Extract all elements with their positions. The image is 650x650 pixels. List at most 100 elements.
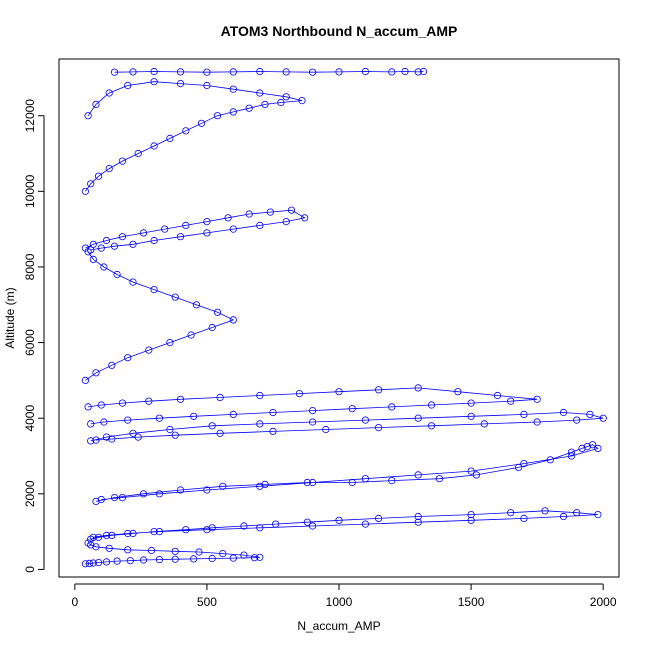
- data-point: [150, 527, 158, 536]
- series-line: [95, 444, 599, 502]
- data-point: [166, 338, 174, 347]
- data-point: [266, 208, 274, 216]
- data-point: [105, 165, 113, 173]
- data-point: [303, 478, 311, 487]
- data-point: [118, 493, 127, 502]
- data-point: [361, 416, 369, 424]
- data-point: [87, 246, 95, 254]
- data-point: [472, 471, 480, 479]
- data-point: [84, 112, 92, 120]
- data-point: [427, 422, 436, 430]
- data-point: [87, 437, 95, 445]
- data-point: [192, 301, 200, 309]
- data-point: [105, 89, 113, 97]
- series: [92, 441, 602, 505]
- data-point: [124, 354, 132, 362]
- data-point: [256, 482, 264, 490]
- data-point: [208, 524, 216, 532]
- data-point: [414, 414, 422, 422]
- data-point: [139, 556, 148, 564]
- data-point: [102, 433, 111, 441]
- series: [81, 539, 264, 568]
- x-tick-label: 500: [197, 595, 217, 609]
- data-point: [282, 68, 290, 76]
- data-point: [150, 236, 158, 245]
- data-point: [414, 384, 422, 392]
- chart-title: ATOM3 Northbound N_accum_AMP: [221, 23, 458, 39]
- data-point: [89, 533, 97, 541]
- x-tick-label: 0: [72, 595, 79, 609]
- data-point: [150, 142, 158, 150]
- data-point: [92, 543, 100, 551]
- data-point: [435, 475, 443, 483]
- data-point: [118, 399, 127, 407]
- series-line: [85, 251, 235, 381]
- data-point: [240, 522, 248, 530]
- data-point: [388, 68, 396, 76]
- data-point: [171, 293, 179, 301]
- y-tick-label: 2000: [23, 480, 37, 507]
- data-point: [113, 270, 121, 279]
- data-point: [176, 395, 185, 403]
- data-point: [92, 100, 100, 109]
- x-axis: 0 500 1000 1500 2000: [72, 583, 617, 609]
- data-point: [583, 442, 591, 451]
- y-tick-label: 4000: [23, 405, 37, 432]
- data-point: [108, 361, 116, 369]
- data-point: [216, 429, 224, 437]
- data-point: [588, 441, 597, 449]
- y-tick-label: 8000: [23, 253, 37, 280]
- data-point: [594, 444, 602, 452]
- data-point: [155, 555, 163, 564]
- series: [81, 248, 237, 384]
- data-point: [533, 418, 541, 426]
- series-line: [85, 209, 306, 251]
- data-point: [229, 316, 237, 324]
- data-point: [298, 97, 306, 105]
- data-point: [176, 233, 185, 241]
- series-line: [90, 412, 604, 442]
- data-point: [361, 520, 369, 528]
- data-point: [203, 68, 211, 76]
- data-point: [203, 229, 211, 237]
- data-point: [150, 67, 158, 76]
- data-point: [256, 67, 264, 76]
- data-point: [166, 425, 174, 434]
- data-point: [145, 346, 153, 354]
- data-point: [303, 518, 311, 526]
- data-point: [586, 410, 594, 418]
- data-point: [559, 408, 568, 417]
- data-point: [171, 431, 179, 439]
- data-point: [110, 68, 119, 76]
- data-point: [139, 229, 148, 237]
- data-point: [229, 410, 237, 418]
- data-point: [203, 81, 211, 90]
- data-point: [541, 507, 549, 515]
- data-point: [245, 210, 253, 218]
- data-point: [282, 93, 290, 101]
- data-point: [308, 418, 317, 426]
- series: [110, 67, 428, 76]
- y-tick-label: 10000: [23, 174, 37, 208]
- data-point: [335, 516, 343, 524]
- data-point: [401, 67, 409, 76]
- data-point: [100, 263, 108, 271]
- x-axis-label: N_accum_AMP: [297, 619, 380, 633]
- data-point: [520, 410, 528, 418]
- data-point: [87, 420, 95, 428]
- data-point: [261, 480, 269, 488]
- data-point: [124, 416, 132, 424]
- data-point: [419, 67, 428, 76]
- data-point: [348, 405, 356, 413]
- data-point: [102, 236, 111, 245]
- data-point: [559, 512, 568, 521]
- data-point: [256, 420, 264, 428]
- series: [81, 206, 309, 254]
- data-point: [182, 526, 190, 534]
- data-point: [176, 486, 185, 494]
- data-point: [171, 547, 179, 555]
- y-tick-label: 6000: [23, 329, 37, 356]
- data-point: [134, 433, 142, 441]
- data-point: [219, 549, 227, 558]
- data-point: [182, 127, 190, 135]
